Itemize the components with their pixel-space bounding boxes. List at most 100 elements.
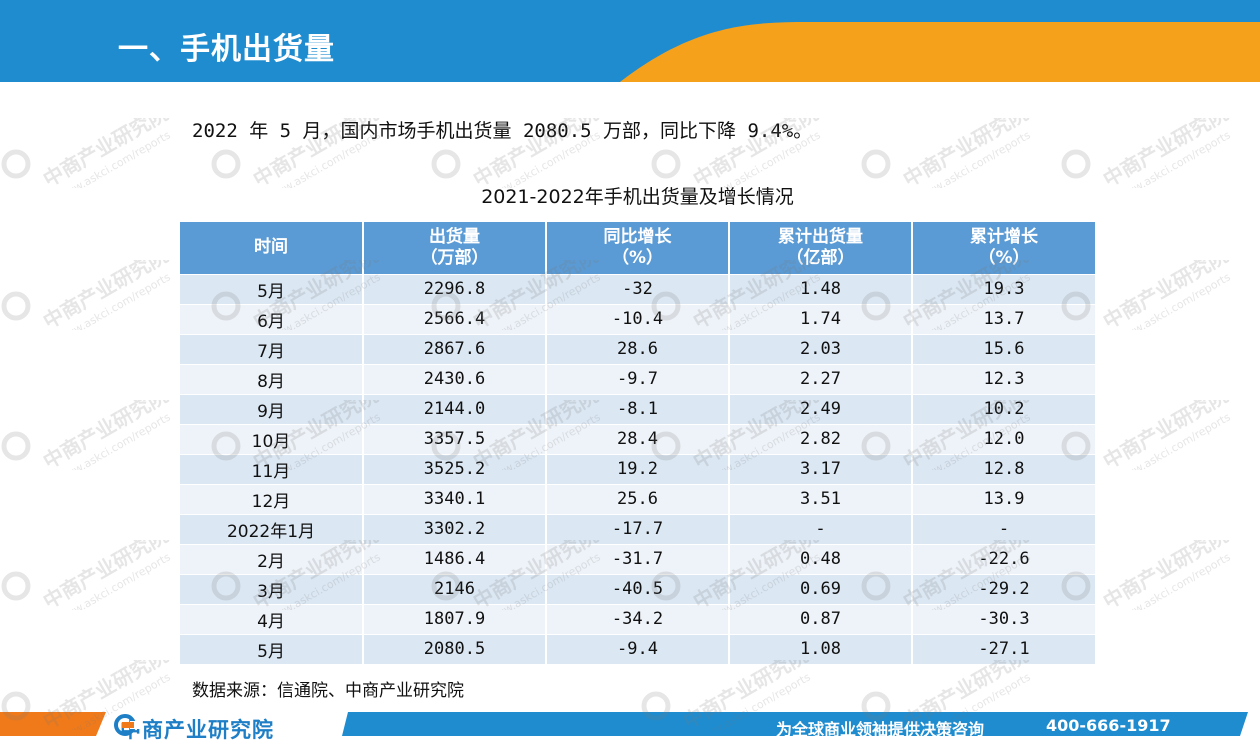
cell-cumulative-growth: -29.2: [912, 573, 1095, 604]
cell-yoy-growth: 28.6: [546, 333, 730, 364]
column-header-period: 时间: [180, 222, 364, 275]
cell-cumulative-shipments: 0.87: [729, 603, 913, 634]
table-header-row: 时间 出货量 （万部） 同比增长 （%） 累计出货量 （亿部） 累计增长 （%）: [180, 222, 1095, 275]
table-row: 9月 2144.0 -8.1 2.49 10.2: [180, 393, 1095, 424]
cell-shipments: 1486.4: [363, 543, 547, 574]
data-source-note: 数据来源：信通院、中商产业研究院: [192, 681, 464, 701]
cell-yoy-growth: -8.1: [546, 393, 730, 424]
cell-cumulative-growth: -30.3: [912, 603, 1095, 634]
cell-yoy-growth: -10.4: [546, 303, 730, 334]
cell-shipments: 3302.2: [363, 513, 547, 544]
cell-cumulative-shipments: 3.51: [729, 483, 913, 514]
table-row: 4月 1807.9 -34.2 0.87 -30.3: [180, 603, 1095, 634]
cell-yoy-growth: 28.4: [546, 423, 730, 454]
cell-period: 3月: [180, 573, 364, 604]
table-row: 11月 3525.2 19.2 3.17 12.8: [180, 453, 1095, 484]
cell-period: 7月: [180, 333, 364, 364]
svg-text:中商产业研究院: 中商产业研究院: [39, 400, 172, 470]
header-band: 一、手机出货量: [0, 0, 1260, 90]
cell-yoy-growth: -31.7: [546, 543, 730, 574]
footer-band-shape: [0, 712, 1248, 736]
cell-period: 2022年1月: [180, 513, 364, 544]
cell-period: 10月: [180, 423, 364, 454]
cell-shipments: 3525.2: [363, 453, 547, 484]
cell-cumulative-growth: -: [912, 513, 1095, 544]
svg-text:中商产业研究院: 中商产业研究院: [899, 118, 1032, 188]
cell-cumulative-shipments: 1.08: [729, 633, 913, 664]
cell-shipments: 2080.5: [363, 633, 547, 664]
cell-shipments: 2144.0: [363, 393, 547, 424]
svg-text:中商产业研究院: 中商产业研究院: [1099, 260, 1232, 330]
cell-shipments: 2566.4: [363, 303, 547, 334]
cell-shipments: 1807.9: [363, 603, 547, 634]
cell-yoy-growth: -34.2: [546, 603, 730, 634]
footer-logo-text: 中商产业研究院: [120, 718, 274, 742]
cell-period: 11月: [180, 453, 364, 484]
cell-cumulative-growth: 13.7: [912, 303, 1095, 334]
table-row: 12月 3340.1 25.6 3.51 13.9: [180, 483, 1095, 514]
svg-text:www.askci.com/reports: www.askci.com/reports: [56, 128, 173, 188]
footer-slogan: 为全球商业领袖提供决策咨询: [776, 720, 985, 739]
column-header-shipments: 出货量 （万部）: [363, 222, 547, 275]
cell-cumulative-shipments: 1.74: [729, 303, 913, 334]
table-body: 5月 2296.8 -32 1.48 19.3 6月 2566.4 -10.4 1.74 13.7…: [180, 273, 1095, 664]
cell-period: 2月: [180, 543, 364, 574]
cell-shipments: 2867.6: [363, 333, 547, 364]
column-header-yoy-growth: 同比增长 （%）: [546, 222, 730, 275]
svg-text:www.askci.com/reports: www.askci.com/reports: [56, 410, 173, 470]
cell-cumulative-growth: 12.0: [912, 423, 1095, 454]
cell-shipments: 3340.1: [363, 483, 547, 514]
cell-cumulative-growth: -27.1: [912, 633, 1095, 664]
cell-cumulative-shipments: 2.49: [729, 393, 913, 424]
summary-text: 2022 年 5 月，国内市场手机出货量 2080.5 万部，同比下降 9.4%…: [192, 120, 813, 142]
cell-period: 5月: [180, 633, 364, 664]
svg-text:www.askci.com/reports: www.askci.com/reports: [916, 128, 1033, 188]
cell-cumulative-growth: 10.2: [912, 393, 1095, 424]
svg-text:中商产业研究院: 中商产业研究院: [1099, 540, 1232, 610]
cell-cumulative-growth: 15.6: [912, 333, 1095, 364]
shipment-table: 时间 出货量 （万部） 同比增长 （%） 累计出货量 （亿部） 累计增长 （%） 5月 2…: [180, 222, 1095, 664]
cell-yoy-growth: -9.4: [546, 633, 730, 664]
cell-cumulative-shipments: 1.48: [729, 273, 913, 304]
svg-text:www.askci.com/reports: www.askci.com/reports: [1116, 128, 1233, 188]
cell-yoy-growth: -9.7: [546, 363, 730, 394]
cell-period: 12月: [180, 483, 364, 514]
table-row: 2月 1486.4 -31.7 0.48 -22.6: [180, 543, 1095, 574]
header-band-shape: [0, 0, 1260, 82]
table-row: 8月 2430.6 -9.7 2.27 12.3: [180, 363, 1095, 394]
cell-cumulative-shipments: 2.27: [729, 363, 913, 394]
svg-text:中商产业研究院: 中商产业研究院: [39, 260, 172, 330]
table-row: 3月 2146 -40.5 0.69 -29.2: [180, 573, 1095, 604]
svg-text:中商产业研究院: 中商产业研究院: [39, 118, 172, 188]
cell-cumulative-shipments: 2.82: [729, 423, 913, 454]
cell-period: 8月: [180, 363, 364, 394]
cell-period: 9月: [180, 393, 364, 424]
cell-yoy-growth: 19.2: [546, 453, 730, 484]
cell-period: 4月: [180, 603, 364, 634]
svg-text:www.askci.com/reports: www.askci.com/reports: [1116, 550, 1233, 610]
table-row: 2022年1月 3302.2 -17.7- -: [180, 513, 1095, 544]
cell-shipments: 3357.5: [363, 423, 547, 454]
cell-cumulative-shipments: 2.03: [729, 333, 913, 364]
footer-logo: 中商产业研究院: [114, 714, 274, 744]
cell-cumulative-growth: 12.3: [912, 363, 1095, 394]
cell-yoy-growth: -17.7: [546, 513, 730, 544]
cell-cumulative-growth: -22.6: [912, 543, 1095, 574]
cell-cumulative-growth: 13.9: [912, 483, 1095, 514]
table-title: 2021-2022年手机出货量及增长情况: [481, 186, 794, 208]
svg-text:中商产业研究院: 中商产业研究院: [1099, 118, 1232, 188]
logo-icon: [114, 714, 140, 736]
cell-cumulative-growth: 12.8: [912, 453, 1095, 484]
table-row: 6月 2566.4 -10.4 1.74 13.7: [180, 303, 1095, 334]
cell-yoy-growth: -32: [546, 273, 730, 304]
svg-text:www.askci.com/reports: www.askci.com/reports: [1116, 270, 1233, 330]
cell-cumulative-growth: 19.3: [912, 273, 1095, 304]
table-row: 5月 2296.8 -32 1.48 19.3: [180, 273, 1095, 304]
column-header-cumulative-shipments: 累计出货量 （亿部）: [729, 222, 913, 275]
svg-text:中商产业研究院: 中商产业研究院: [39, 540, 172, 610]
